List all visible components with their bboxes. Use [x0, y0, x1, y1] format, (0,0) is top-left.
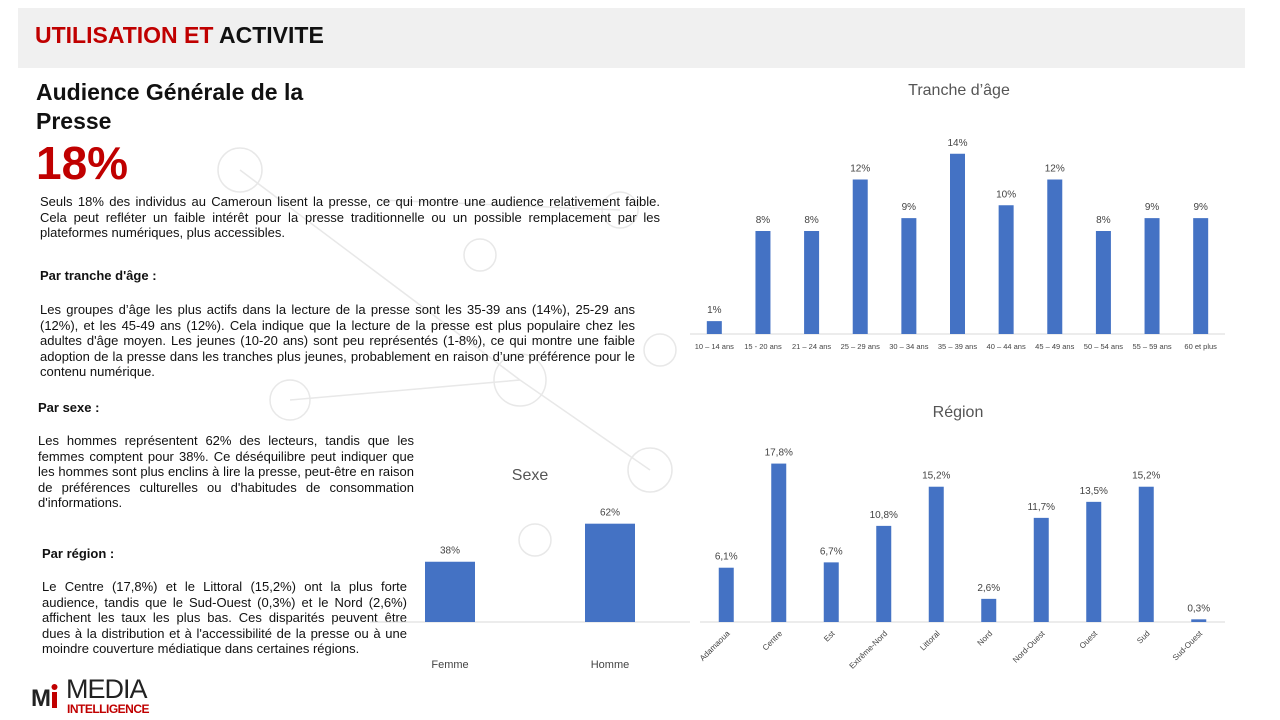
x-tick-label: Nord-Ouest: [1011, 629, 1047, 665]
x-tick-label: 25 – 29 ans: [841, 342, 880, 351]
bar: [804, 231, 820, 334]
header-title-black: ACTIVITE: [219, 22, 324, 48]
bar: [1138, 486, 1154, 622]
data-label: 15,2%: [1132, 471, 1160, 482]
data-label: 10,8%: [870, 510, 898, 521]
bar: [852, 179, 868, 334]
data-label: 12%: [850, 164, 870, 175]
section-heading: Par tranche d'âge :: [40, 268, 157, 283]
bar: [901, 218, 917, 334]
svg-text:M: M: [31, 685, 51, 712]
x-tick-label: 30 – 34 ans: [889, 342, 928, 351]
bar: [998, 205, 1014, 334]
data-label: 62%: [600, 508, 620, 519]
x-tick-label: 55 – 59 ans: [1132, 342, 1171, 351]
data-label: 6,7%: [820, 546, 843, 557]
bar: [928, 486, 944, 622]
x-tick-label: 35 – 39 ans: [938, 342, 977, 351]
x-tick-label: 40 – 44 ans: [987, 342, 1026, 351]
bar: [755, 231, 771, 334]
x-tick-label: Extrême-Nord: [848, 629, 890, 671]
logo-subtext: INTELLIGENCE: [67, 702, 150, 716]
data-label: 9%: [1193, 202, 1208, 213]
data-label: 2,6%: [977, 583, 1000, 594]
bar: [1144, 218, 1160, 334]
data-label: 8%: [1096, 215, 1111, 226]
x-tick-label: 21 – 24 ans: [792, 342, 831, 351]
x-tick-label: 60 et plus: [1184, 342, 1217, 351]
x-tick-label: Homme: [591, 659, 630, 671]
x-tick-label: Sud: [1135, 629, 1151, 645]
bar: [718, 567, 734, 622]
bar: [1191, 619, 1207, 622]
x-tick-label: 45 – 49 ans: [1035, 342, 1074, 351]
x-tick-label: Est: [822, 629, 837, 644]
section-text: Les hommes représentent 62% des lecteurs…: [38, 433, 414, 511]
data-label: 8%: [804, 215, 819, 226]
header-bar: [18, 8, 1245, 68]
bar: [1047, 179, 1063, 334]
intro-text: Seuls 18% des individus au Cameroun lise…: [40, 194, 660, 241]
bar: [1095, 231, 1111, 334]
header-title: UTILISATION ET ACTIVITE: [35, 22, 324, 49]
bar: [1033, 517, 1049, 622]
chart-title: Région: [933, 404, 984, 421]
x-tick-label: 15 - 20 ans: [744, 342, 782, 351]
data-label: 6,1%: [715, 552, 738, 563]
bar: [425, 561, 475, 622]
section-heading: Par sexe :: [38, 400, 100, 415]
bar: [950, 153, 965, 334]
logo-text: MEDIA: [66, 674, 148, 704]
data-label: 9%: [902, 202, 917, 213]
data-label: 8%: [756, 215, 771, 226]
data-label: 0,3%: [1187, 603, 1210, 614]
bar: [876, 525, 892, 622]
header-title-red: UTILISATION ET: [35, 22, 214, 48]
data-label: 14%: [947, 138, 967, 149]
data-label: 12%: [1045, 164, 1065, 175]
x-tick-label: Sud-Ouest: [1171, 629, 1205, 663]
bar: [1193, 218, 1209, 334]
headline-figure: 18%: [36, 137, 129, 189]
x-tick-label: Littoral: [918, 629, 942, 653]
x-tick-label: Adamaoua: [698, 629, 732, 663]
data-label: 38%: [440, 546, 460, 557]
data-label: 1%: [707, 305, 722, 316]
x-tick-label: 10 – 14 ans: [695, 342, 734, 351]
bar: [1086, 501, 1102, 622]
bar: [585, 523, 635, 622]
data-label: 10%: [996, 189, 1016, 200]
data-label: 11,7%: [1027, 502, 1055, 513]
chart-title: Sexe: [512, 467, 549, 484]
logo-icon: M: [30, 680, 62, 712]
bar: [706, 321, 722, 334]
x-tick-label: 50 – 54 ans: [1084, 342, 1123, 351]
section-heading: Par région :: [42, 546, 115, 561]
section-text: Le Centre (17,8%) et le Littoral (15,2%)…: [42, 579, 407, 657]
data-label: 13,5%: [1080, 486, 1108, 497]
data-label: 17,8%: [765, 448, 793, 459]
data-label: 15,2%: [922, 471, 950, 482]
x-tick-label: Centre: [761, 629, 785, 653]
x-tick-label: Ouest: [1078, 629, 1100, 651]
x-tick-label: Femme: [431, 659, 468, 671]
x-tick-label: Nord: [976, 629, 995, 648]
bar: [771, 463, 787, 622]
bar: [981, 598, 997, 622]
bar: [823, 562, 839, 622]
data-label: 9%: [1145, 202, 1160, 213]
section-text: Les groupes d’âge les plus actifs dans l…: [40, 302, 635, 380]
main-title: Audience Générale de la Presse: [36, 79, 304, 134]
chart-title: Tranche d’âge: [908, 82, 1010, 99]
